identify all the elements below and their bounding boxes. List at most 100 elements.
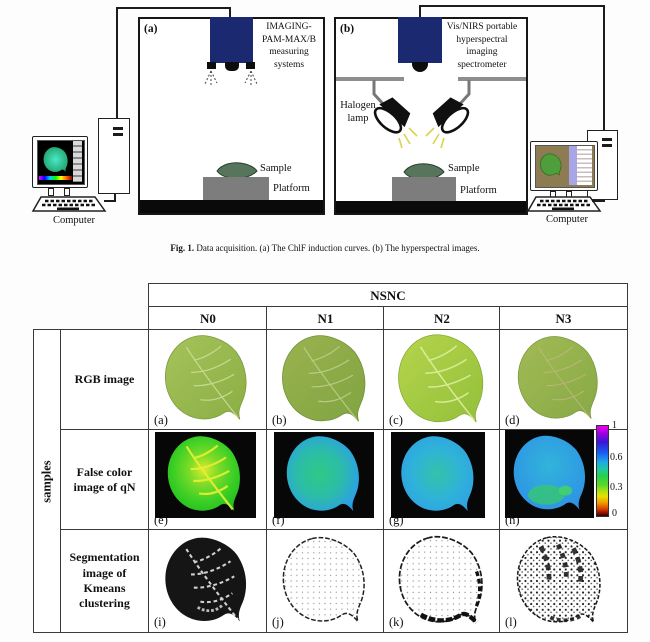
cell-letter: (d)	[505, 413, 520, 427]
tower-b-vent	[602, 144, 612, 147]
colorbar-tick-06: 0.6	[610, 452, 623, 463]
cell-seg-n0: (i)	[148, 529, 268, 633]
cell-qn-n0: (e)	[148, 429, 268, 531]
leaf-image-rgb	[517, 336, 598, 420]
leaf-image-qn	[401, 436, 474, 512]
cell-letter: (i)	[154, 615, 166, 629]
monitor-b-leaf	[540, 153, 562, 176]
device-a-line: PAM-MAX/B	[261, 34, 317, 45]
spectrometer-b-lens	[412, 62, 428, 72]
tower-a-vent	[113, 133, 123, 136]
leaf-image-qn	[167, 436, 240, 512]
device-a-line: IMAGING-	[266, 22, 312, 32]
leaf-image-rgb	[164, 335, 247, 420]
halogen-lamps	[372, 80, 471, 149]
tower-a	[98, 118, 130, 194]
monitor-a-leg	[64, 188, 70, 196]
computer-label-b: Computer	[546, 214, 588, 225]
platform-b	[392, 177, 456, 201]
tower-b-vent	[602, 138, 612, 141]
side-label-cell: samples	[33, 329, 62, 633]
cell-rgb-n2: (c)	[383, 329, 501, 431]
qn-image-frame	[274, 432, 374, 518]
rail-right	[458, 77, 526, 81]
qn-image-frame	[391, 432, 485, 518]
caption-number: Fig. 1.	[170, 243, 195, 253]
leaf-image-rgb	[281, 335, 366, 422]
leaf-image-seg	[398, 535, 483, 625]
col-header-n1: N1	[266, 306, 385, 331]
device-a-lamp-right	[246, 62, 255, 69]
leaf-image-rgb	[398, 334, 484, 423]
device-b-line: Vis/NIRS portable	[446, 22, 518, 32]
device-a-lamp-left	[207, 62, 216, 69]
row-label-seg: Segmentation image of Kmeans clustering	[60, 529, 149, 633]
cell-rgb-n1: (b)	[266, 329, 385, 431]
wire-b-kb	[592, 200, 605, 202]
colorbar-tick-1: 1	[612, 420, 617, 431]
wire-a-top	[116, 7, 231, 9]
cell-letter: (f)	[272, 513, 285, 527]
monitor-a-colorbar	[39, 176, 72, 180]
cell-letter: (j)	[272, 615, 284, 629]
cell-seg-n3: (l)	[499, 529, 628, 633]
halogen-label: Halogen lamp	[337, 99, 379, 125]
figure-caption: Fig. 1. Data acquisition. (a) The ChlF i…	[0, 243, 650, 253]
cell-rgb-n3: (d)	[499, 329, 628, 431]
device-a-text: IMAGING- PAM-MAX/B measuring systems	[254, 21, 324, 71]
halogen-line: lamp	[347, 113, 369, 124]
leaf-image-seg	[165, 537, 247, 622]
keyboard-b	[526, 196, 602, 212]
cell-qn-n2: (g)	[383, 429, 501, 531]
device-b-line: spectrometer	[457, 59, 507, 70]
imaging-device-a	[210, 17, 253, 63]
cell-letter: (e)	[154, 513, 168, 527]
cell-seg-n2: (k)	[383, 529, 501, 633]
colorbar-tick-03: 0.3	[610, 482, 623, 493]
platform-label-a: Platform	[273, 183, 310, 194]
device-b-text: Vis/NIRS portable hyperspectral imaging …	[438, 21, 526, 71]
wire-a-down	[229, 7, 231, 18]
monitor-a-leg	[48, 188, 54, 196]
row-label-rgb: RGB image	[60, 329, 149, 431]
cell-qn-n3: 1 0.6 0.3 0 (h)	[499, 420, 628, 531]
cell-letter: (h)	[505, 513, 520, 527]
qn-image-frame	[155, 432, 256, 518]
wire-b-top	[419, 5, 605, 7]
monitor-b-strip	[569, 146, 577, 185]
monitor-a-leaf	[43, 147, 68, 173]
panel-a-label: (a)	[144, 23, 158, 35]
tower-a-vent	[113, 127, 123, 130]
device-a-rays	[204, 70, 258, 85]
col-header-n0: N0	[148, 306, 268, 331]
cell-letter: (a)	[154, 413, 168, 427]
wire-b-right	[603, 5, 605, 131]
cell-rgb-n0: (a)	[148, 329, 268, 431]
halogen-line: Halogen	[340, 100, 376, 111]
side-label: samples	[40, 459, 54, 503]
panel-b-label: (b)	[340, 23, 355, 35]
cell-letter: (c)	[389, 413, 403, 427]
device-a-line: measuring	[269, 47, 309, 57]
wire-a-kb	[114, 194, 116, 201]
monitor-b-panel	[577, 146, 592, 185]
wire-b-left	[419, 5, 421, 18]
platform-label-b: Platform	[460, 185, 497, 196]
wire-a-kb	[104, 200, 116, 202]
rail-left	[336, 77, 404, 81]
colorbar	[596, 425, 609, 517]
cell-letter: (k)	[389, 615, 404, 629]
wire-a-left	[116, 7, 118, 119]
cell-seg-n1: (j)	[266, 529, 385, 633]
cell-qn-n1: (f)	[266, 429, 385, 531]
table-header-nsnc: NSNC	[148, 283, 628, 308]
monitor-a-toolbar	[73, 141, 82, 182]
leaf-image-qn	[286, 436, 359, 512]
cell-letter: (b)	[272, 413, 287, 427]
qn-image-frame	[505, 430, 594, 518]
leaf-image-qn	[513, 435, 586, 510]
device-a-lens	[225, 62, 239, 71]
leaf-image-seg	[516, 535, 601, 624]
keyboard-a	[31, 196, 107, 212]
